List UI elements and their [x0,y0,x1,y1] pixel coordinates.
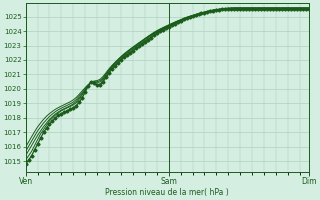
X-axis label: Pression niveau de la mer( hPa ): Pression niveau de la mer( hPa ) [105,188,229,197]
